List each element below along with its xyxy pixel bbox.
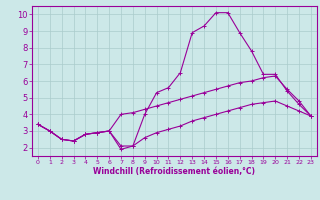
X-axis label: Windchill (Refroidissement éolien,°C): Windchill (Refroidissement éolien,°C) bbox=[93, 167, 255, 176]
